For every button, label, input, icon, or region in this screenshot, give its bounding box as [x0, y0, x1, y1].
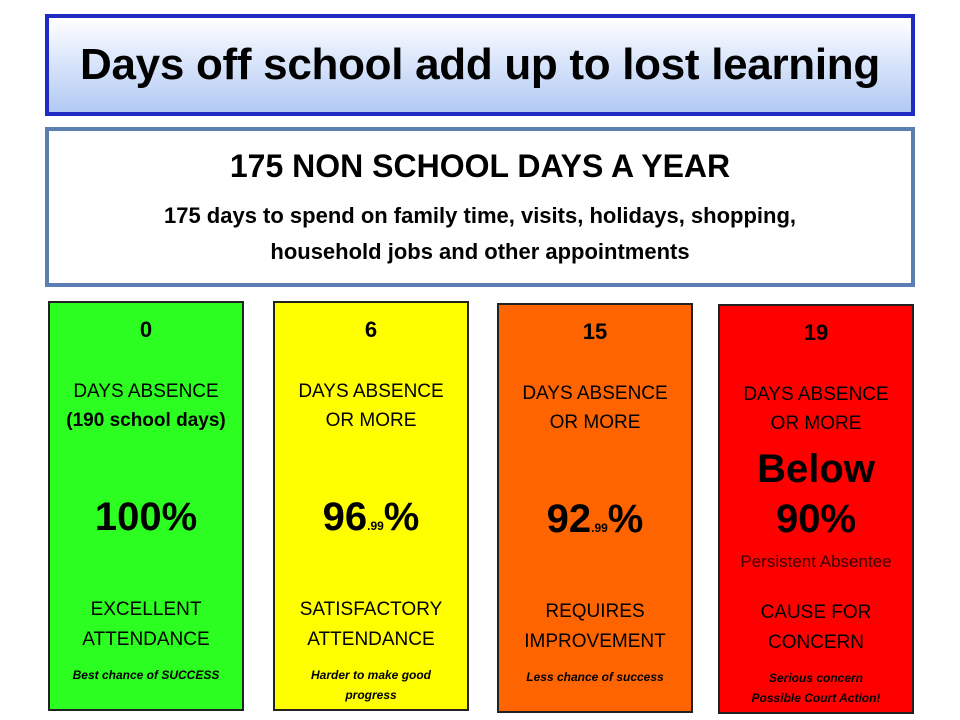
- absence-days-number: 15: [582, 319, 608, 344]
- percent-line-1: Below: [757, 447, 875, 491]
- rating-line-2: CONCERN: [767, 632, 865, 653]
- absence-label-line-1: DAYS ABSENCE: [298, 381, 444, 402]
- absence-label-line-2: OR MORE: [549, 412, 641, 433]
- attendance-percent: 96.99%: [275, 495, 467, 540]
- attendance-percent: 92.99%: [499, 497, 691, 542]
- page-title: Days off school add up to lost learning: [80, 40, 880, 89]
- rating-line-2: ATTENDANCE: [307, 629, 435, 650]
- rating-line-1: SATISFACTORY: [299, 599, 443, 620]
- note-line-2: Possible Court Action!: [751, 691, 881, 705]
- absence-days-number: 6: [364, 317, 378, 342]
- info-line-2: household jobs and other appointments: [270, 239, 690, 264]
- card-note: Harder to make good progress: [279, 665, 463, 705]
- rating-label: EXCELLENT ATTENDANCE: [50, 595, 242, 655]
- note-line-1: Less chance of success: [526, 670, 664, 684]
- info-heading: 175 NON SCHOOL DAYS A YEAR: [229, 148, 731, 184]
- absence-days-number: 0: [139, 317, 153, 342]
- info-panel: 175 NON SCHOOL DAYS A YEAR 175 days to s…: [45, 127, 915, 287]
- note-line-1: Serious concern: [768, 671, 864, 685]
- info-body: 175 days to spend on family time, visits…: [49, 198, 911, 270]
- percent-sign: %: [383, 495, 420, 539]
- percent-main: 96: [322, 495, 368, 539]
- attendance-card-satisfactory: 6 DAYS ABSENCE OR MORE 96.99% SATISFACTO…: [273, 301, 469, 711]
- percent-decimal: .99: [591, 521, 608, 535]
- card-note: Best chance of SUCCESS: [54, 665, 238, 685]
- title-banner: Days off school add up to lost learning: [45, 14, 915, 116]
- info-line-1: 175 days to spend on family time, visits…: [163, 203, 797, 228]
- absence-label-line-2: OR MORE: [325, 410, 417, 431]
- rating-label: SATISFACTORY ATTENDANCE: [275, 595, 467, 655]
- percent-decimal: .99: [367, 519, 384, 533]
- rating-line-1: CAUSE FOR: [760, 602, 872, 623]
- attendance-card-requires-improvement: 15 DAYS ABSENCE OR MORE 92.99% REQUIRES …: [497, 303, 693, 713]
- absence-label-line-1: DAYS ABSENCE: [73, 381, 219, 402]
- absence-label: DAYS ABSENCE OR MORE: [720, 380, 912, 438]
- percent-sign: %: [607, 497, 644, 541]
- absence-label-line-1: DAYS ABSENCE: [743, 384, 889, 405]
- rating-line-2: ATTENDANCE: [82, 629, 210, 650]
- card-note: Less chance of success: [503, 667, 687, 687]
- attendance-percent: 100%: [94, 495, 198, 539]
- attendance-percent: Below 90%: [720, 444, 912, 544]
- rating-label: CAUSE FOR CONCERN: [720, 598, 912, 658]
- percent-main: 92: [546, 497, 592, 541]
- absence-label: DAYS ABSENCE OR MORE: [275, 377, 467, 435]
- attendance-card-excellent: 0 DAYS ABSENCE (190 school days) 100% EX…: [48, 301, 244, 711]
- note-line-1: Harder to make good: [310, 668, 432, 682]
- absence-label-line-2: OR MORE: [770, 413, 862, 434]
- note-line-1: Best chance of SUCCESS: [72, 668, 220, 682]
- absence-label-line-2: (190 school days): [66, 410, 226, 431]
- percent-line-2: 90%: [775, 497, 857, 541]
- rating-line-1: REQUIRES: [545, 601, 645, 622]
- absence-days-number: 19: [803, 320, 829, 345]
- absence-label-line-1: DAYS ABSENCE: [522, 383, 668, 404]
- persistent-absentee-label: Persistent Absentee: [740, 552, 892, 571]
- rating-label: REQUIRES IMPROVEMENT: [499, 597, 691, 657]
- absence-label: DAYS ABSENCE OR MORE: [499, 379, 691, 437]
- rating-line-1: EXCELLENT: [90, 599, 202, 620]
- rating-line-2: IMPROVEMENT: [524, 631, 666, 652]
- attendance-card-cause-for-concern: 19 DAYS ABSENCE OR MORE Below 90% Persis…: [718, 304, 914, 714]
- card-note: Serious concern Possible Court Action!: [724, 668, 908, 708]
- note-line-2: progress: [345, 688, 397, 702]
- absence-label: DAYS ABSENCE (190 school days): [50, 377, 242, 435]
